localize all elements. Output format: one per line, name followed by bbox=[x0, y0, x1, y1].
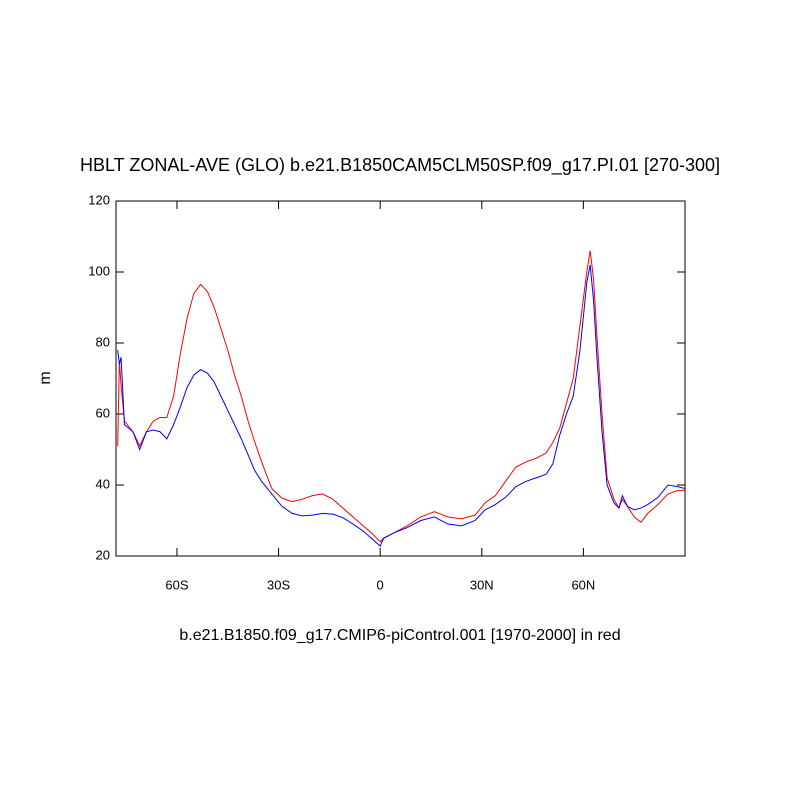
chart-subtitle: b.e21.B1850.f09_g17.CMIP6-piControl.001 … bbox=[179, 627, 620, 644]
y-tick-label: 100 bbox=[88, 263, 110, 278]
y-tick-label: 20 bbox=[96, 547, 110, 562]
chart-title: HBLT ZONAL-AVE (GLO) b.e21.B1850CAM5CLM5… bbox=[80, 155, 720, 176]
x-tick-label: 30N bbox=[470, 577, 494, 592]
y-tick-label: 80 bbox=[96, 334, 110, 349]
plot-frame bbox=[115, 200, 686, 557]
y-tick-label: 120 bbox=[88, 192, 110, 207]
x-tick-label: 30S bbox=[267, 577, 290, 592]
data-line bbox=[117, 264, 686, 547]
y-tick-label: 60 bbox=[96, 405, 110, 420]
y-axis-label: m bbox=[37, 371, 54, 384]
x-tick-label: 0 bbox=[377, 577, 384, 592]
x-tick-label: 60N bbox=[571, 577, 595, 592]
x-tick-label: 60S bbox=[165, 577, 188, 592]
y-tick-label: 40 bbox=[96, 476, 110, 491]
